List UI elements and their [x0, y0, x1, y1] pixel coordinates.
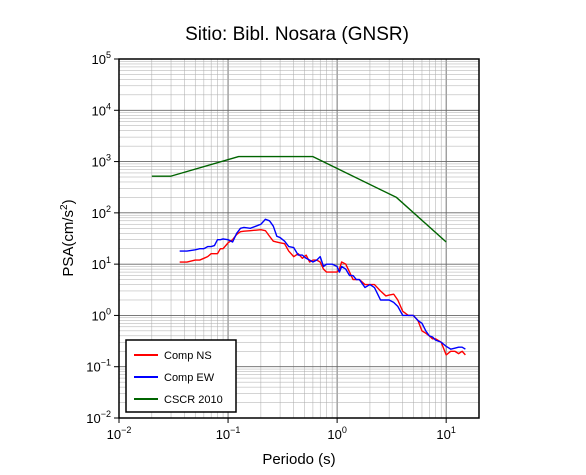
x-tick-labels: 10−2 10−1 100 101 [107, 418, 456, 442]
series-line [151, 155, 447, 243]
legend-label: CSCR 2010 [164, 394, 223, 406]
legend-label: Comp EW [164, 372, 215, 384]
chart-title: Sitio: Bibl. Nosara (GNSR) [185, 24, 409, 45]
y-tick-label: 100 [92, 306, 111, 323]
series-line [179, 228, 466, 356]
y-tick-label: 101 [92, 255, 111, 272]
x-tick-label: 101 [436, 425, 455, 442]
y-tick-label: 105 [92, 50, 111, 67]
x-tick-label: 10−1 [216, 425, 241, 442]
grid-lines [119, 59, 479, 418]
y-tick-label: 103 [92, 153, 111, 170]
legend-label: Comp NS [164, 350, 212, 362]
x-tick-label: 100 [327, 425, 346, 442]
series-lines [151, 155, 466, 356]
y-tick-labels: 10−2 10−1 100 101 102 103 104 105 [86, 50, 119, 426]
y-axis-label: PSA(cm/s2) [59, 199, 77, 276]
legend: Comp NS Comp EW CSCR 2010 [125, 339, 237, 413]
y-tick-label: 102 [92, 204, 111, 221]
y-axis-label-base: PSA(cm/s [60, 210, 77, 277]
y-axis-label-close: ) [60, 199, 77, 204]
y-axis-label-sup: 2 [59, 204, 70, 210]
y-tick-label: 10−2 [86, 409, 111, 426]
y-tick-label: 104 [92, 101, 111, 118]
y-tick-label: 10−1 [86, 358, 111, 375]
series-line [179, 218, 466, 350]
x-axis-label: Periodo (s) [262, 451, 335, 468]
plot-frame [118, 58, 480, 419]
x-tick-label: 10−2 [107, 425, 132, 442]
